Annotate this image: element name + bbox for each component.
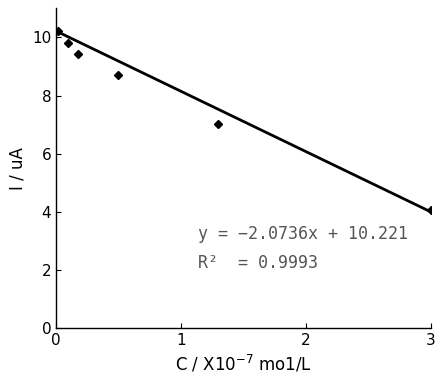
Text: y = −2.0736x + 10.221
R²  = 0.9993: y = −2.0736x + 10.221 R² = 0.9993 [198, 224, 408, 272]
Y-axis label: I / uA: I / uA [8, 147, 26, 190]
X-axis label: C / X10$^{-7}$ mo1/L: C / X10$^{-7}$ mo1/L [175, 354, 312, 375]
